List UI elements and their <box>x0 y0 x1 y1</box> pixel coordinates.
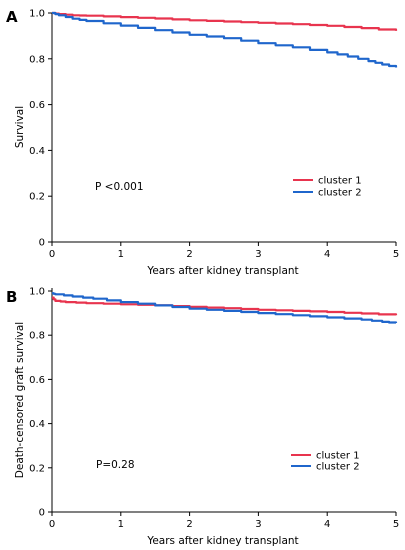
panel-b-y-tick-label: 0.6 <box>29 375 45 386</box>
panel-b-pvalue: P=0.28 <box>96 459 135 471</box>
panel-b-y-tick-label: 0.4 <box>29 419 45 430</box>
panel-b-y-tick-label: 0.8 <box>29 331 45 342</box>
panel-a-y-tick-label: 0.2 <box>29 192 45 203</box>
panel-b-series <box>52 292 398 324</box>
panel-a-x-tick-label: 1 <box>118 249 124 260</box>
panel-b-legend-label-cluster-1: cluster 1 <box>316 451 360 462</box>
panel-b-legend-label-cluster-2: cluster 2 <box>316 462 360 473</box>
panel-b-y-tick-label: 0.2 <box>29 463 45 474</box>
panel-a-y-tick-label: 0.6 <box>29 100 45 111</box>
panel-a-x-tick-label: 5 <box>393 249 399 260</box>
panel-a-y-tick-label: 0 <box>39 238 45 249</box>
panel-a-ticks: 0 1 2 3 4 5 0 0.2 0.4 0.6 0.8 1.0 <box>29 9 399 261</box>
panel-a-x-tick-label: 0 <box>49 249 55 260</box>
panel-b: B Death-censored graft survival Years af… <box>6 287 399 548</box>
panel-a-x-tick-label: 4 <box>324 249 330 260</box>
panel-a-x-tick-label: 3 <box>255 249 261 260</box>
panel-b-ylabel: Death-censored graft survival <box>14 322 26 478</box>
panel-a-legend-label-cluster-1: cluster 1 <box>318 176 362 187</box>
panel-b-x-tick-label: 2 <box>186 519 192 530</box>
panel-b-xlabel: Years after kidney transplant <box>146 535 298 547</box>
panel-a-series <box>52 11 398 68</box>
panel-b-series-cluster-1 <box>52 296 398 316</box>
panel-b-y-tick-label: 1.0 <box>29 287 45 298</box>
panel-b-legend: cluster 1 cluster 2 <box>291 451 360 473</box>
panel-a-y-tick-label: 1.0 <box>29 9 45 20</box>
panel-a-series-cluster-1 <box>52 11 398 31</box>
panel-b-y-tick-label: 0 <box>39 508 45 519</box>
panel-a-y-tick-label: 0.8 <box>29 54 45 65</box>
panel-a-xlabel: Years after kidney transplant <box>146 265 298 277</box>
panel-b-x-tick-label: 5 <box>393 519 399 530</box>
panel-b-x-tick-label: 1 <box>118 519 124 530</box>
panel-a-ylabel: Survival <box>14 106 26 148</box>
panel-a-pvalue: P <0.001 <box>95 181 144 193</box>
panel-a-letter: A <box>6 8 18 26</box>
panel-a-y-tick-label: 0.4 <box>29 146 45 157</box>
panel-b-x-tick-label: 0 <box>49 519 55 530</box>
panel-a-legend-label-cluster-2: cluster 2 <box>318 188 362 199</box>
panel-b-x-tick-label: 3 <box>255 519 261 530</box>
panel-b-letter: B <box>6 288 17 306</box>
panel-b-series-cluster-2 <box>52 292 398 324</box>
panel-a: A Survival Years after kidney transplant… <box>6 8 399 277</box>
panel-a-x-tick-label: 2 <box>186 249 192 260</box>
panel-a-legend: cluster 1 cluster 2 <box>293 176 362 199</box>
panel-a-series-cluster-2 <box>52 11 398 68</box>
panel-b-ticks: 0 1 2 3 4 5 0 0.2 0.4 0.6 0.8 1.0 <box>29 287 399 531</box>
panel-b-x-tick-label: 4 <box>324 519 330 530</box>
